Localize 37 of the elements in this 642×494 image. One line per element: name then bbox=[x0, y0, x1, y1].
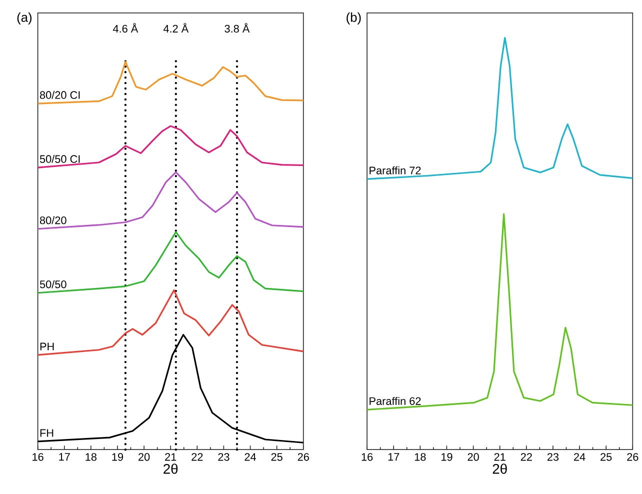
x-tick-label: 18 bbox=[86, 452, 96, 461]
x-tick-label: 23 bbox=[547, 452, 559, 461]
ref-line-label: 3.8 Å bbox=[224, 22, 250, 32]
x-tick-label: 22 bbox=[520, 452, 532, 461]
x-tick-label: 16 bbox=[32, 452, 44, 461]
x-tick-label: 19 bbox=[112, 452, 124, 461]
x-tick-label: 25 bbox=[600, 452, 612, 461]
series-label: Paraffin 62 bbox=[370, 396, 421, 405]
ref-line-label: 4.2 Å bbox=[163, 22, 189, 32]
x-tick-label: 21 bbox=[494, 452, 506, 461]
series-label: PH bbox=[40, 342, 54, 350]
x-tick-label: 17 bbox=[59, 452, 70, 460]
series-label: 80/20 CI bbox=[40, 90, 80, 99]
x-tick-label: 25 bbox=[271, 452, 282, 461]
ref-line-label: 4.6 Å bbox=[112, 22, 138, 32]
x-tick-label: 22 bbox=[192, 452, 203, 461]
series-label: 80/20 bbox=[40, 216, 66, 224]
x-tick-label: 16 bbox=[362, 452, 373, 461]
series-label: FH bbox=[40, 429, 54, 437]
series-label: Paraffin 72 bbox=[370, 166, 421, 174]
x-tick-label: 19 bbox=[441, 452, 452, 461]
x-tick-label: 24 bbox=[574, 452, 586, 461]
x-tick-label: 20 bbox=[138, 452, 150, 461]
x-tick-label: 20 bbox=[468, 452, 479, 461]
x-tick-label: 17 bbox=[388, 452, 400, 460]
x-tick-label: 26 bbox=[627, 452, 638, 461]
x-tick-label: 18 bbox=[414, 452, 426, 461]
x-axis-title: 2θ bbox=[492, 463, 507, 474]
series-label: 50/50 bbox=[40, 280, 66, 288]
chart-title: (b) bbox=[346, 12, 361, 24]
x-tick-label: 24 bbox=[244, 452, 256, 461]
series-label: 50/50 CI bbox=[40, 154, 80, 163]
x-tick-label: 26 bbox=[298, 452, 309, 461]
x-tick-label: 21 bbox=[165, 452, 176, 461]
x-tick-label: 23 bbox=[218, 452, 230, 461]
x-axis-title: 2θ bbox=[164, 463, 178, 474]
chart-title: (a) bbox=[17, 12, 32, 24]
